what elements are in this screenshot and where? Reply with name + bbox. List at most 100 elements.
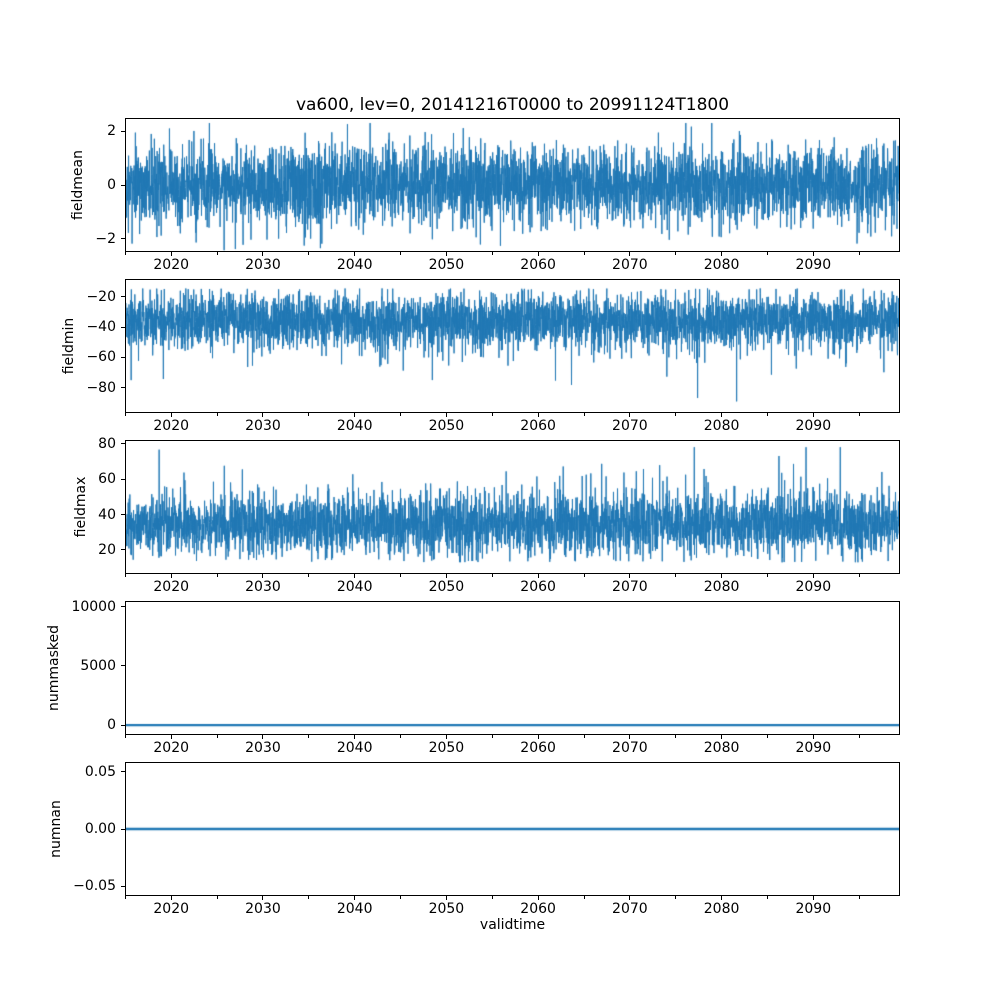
x-tick <box>812 896 814 900</box>
x-tick <box>812 574 814 578</box>
x-tick-label: 2020 <box>153 901 190 917</box>
x-tick-label: 2050 <box>428 901 465 917</box>
x-tick <box>721 252 723 256</box>
x-minor-tick <box>308 896 310 899</box>
x-tick <box>354 252 356 256</box>
y-tick-fieldmean <box>121 238 125 240</box>
y-tick-label: −60 <box>86 349 116 366</box>
plot-line-nummasked <box>126 602 899 734</box>
y-tick-fieldmin <box>121 387 125 389</box>
x-tick <box>812 252 814 256</box>
y-tick-fieldmax <box>121 443 125 445</box>
x-tick <box>721 574 723 578</box>
x-minor-tick <box>766 413 768 416</box>
x-tick <box>170 252 172 256</box>
x-minor-tick <box>216 413 218 416</box>
y-tick-label: 5000 <box>80 657 116 674</box>
y-axis-label-fieldmin: fieldmin <box>61 317 77 375</box>
x-minor-tick <box>583 574 585 577</box>
x-tick-label: 2080 <box>703 579 740 595</box>
y-tick-label: −20 <box>86 288 116 305</box>
x-minor-tick <box>583 252 585 255</box>
x-tick <box>262 252 264 256</box>
y-axis-label-fieldmean: fieldmean <box>70 150 86 220</box>
y-tick-label: 40 <box>98 506 116 523</box>
x-tick-label: 2060 <box>520 418 556 434</box>
x-minor-tick <box>124 413 126 416</box>
x-tick-label: 2040 <box>336 740 373 756</box>
x-minor-tick <box>858 896 860 899</box>
x-minor-tick <box>216 252 218 255</box>
y-tick-label: 0 <box>107 717 116 734</box>
x-tick-label: 2030 <box>245 740 281 756</box>
plot-line-fieldmin <box>126 280 899 412</box>
x-tick-label: 2050 <box>428 740 465 756</box>
x-tick-label: 2040 <box>336 901 373 917</box>
x-minor-tick <box>675 413 677 416</box>
y-tick-label: 80 <box>98 435 116 452</box>
plot-line-fieldmax <box>126 441 899 573</box>
x-minor-tick <box>858 735 860 738</box>
y-tick-label: 0.00 <box>84 821 116 837</box>
y-tick-label: 10000 <box>71 598 116 615</box>
x-minor-tick <box>308 413 310 416</box>
x-tick <box>629 896 631 900</box>
x-tick-label: 2040 <box>336 257 373 273</box>
x-tick <box>629 413 631 417</box>
x-tick-label: 2030 <box>245 901 281 917</box>
x-tick <box>537 574 539 578</box>
x-tick-label: 2080 <box>703 901 740 917</box>
x-minor-tick <box>858 413 860 416</box>
x-tick-label: 2020 <box>153 418 190 434</box>
y-tick-fieldmin <box>121 296 125 298</box>
x-tick <box>170 413 172 417</box>
x-tick <box>445 413 447 417</box>
x-tick-label: 2090 <box>795 257 832 273</box>
y-tick-label: 20 <box>98 541 116 558</box>
y-tick-fieldmax <box>121 478 125 480</box>
y-tick-nummasked <box>121 606 125 608</box>
x-tick <box>629 735 631 739</box>
x-minor-tick <box>583 896 585 899</box>
x-minor-tick <box>675 252 677 255</box>
x-minor-tick <box>308 252 310 255</box>
x-tick-label: 2080 <box>703 740 740 756</box>
x-minor-tick <box>583 735 585 738</box>
y-axis-label-numnan: numnan <box>48 800 64 858</box>
x-minor-tick <box>400 413 402 416</box>
x-tick <box>537 735 539 739</box>
y-tick-numnan <box>121 885 125 887</box>
y-tick-label: −2 <box>95 230 116 247</box>
x-tick-label: 2080 <box>703 257 740 273</box>
x-tick <box>262 413 264 417</box>
x-tick-label: 2090 <box>795 740 832 756</box>
y-tick-label: 0.05 <box>84 763 116 780</box>
x-tick <box>445 896 447 900</box>
x-tick <box>629 574 631 578</box>
y-tick-fieldmax <box>121 549 125 551</box>
y-tick-label: 2 <box>107 123 116 140</box>
plot-box-fieldmean <box>125 118 900 252</box>
y-tick-numnan <box>121 771 125 773</box>
x-tick-label: 2030 <box>245 257 281 273</box>
x-minor-tick <box>400 896 402 899</box>
y-tick-label: −80 <box>86 379 116 396</box>
x-tick <box>445 735 447 739</box>
plot-box-fieldmin <box>125 279 900 413</box>
x-minor-tick <box>216 574 218 577</box>
x-tick <box>354 735 356 739</box>
x-minor-tick <box>675 735 677 738</box>
x-tick-label: 2070 <box>612 257 648 273</box>
x-minor-tick <box>583 413 585 416</box>
y-tick-nummasked <box>121 724 125 726</box>
x-minor-tick <box>491 252 493 255</box>
x-tick <box>170 896 172 900</box>
x-minor-tick <box>766 574 768 577</box>
x-tick <box>721 735 723 739</box>
x-tick-label: 2070 <box>612 418 648 434</box>
plot-box-fieldmax <box>125 440 900 574</box>
x-tick-label: 2090 <box>795 901 832 917</box>
x-tick-label: 2060 <box>520 901 556 917</box>
x-tick-label: 2020 <box>153 257 190 273</box>
